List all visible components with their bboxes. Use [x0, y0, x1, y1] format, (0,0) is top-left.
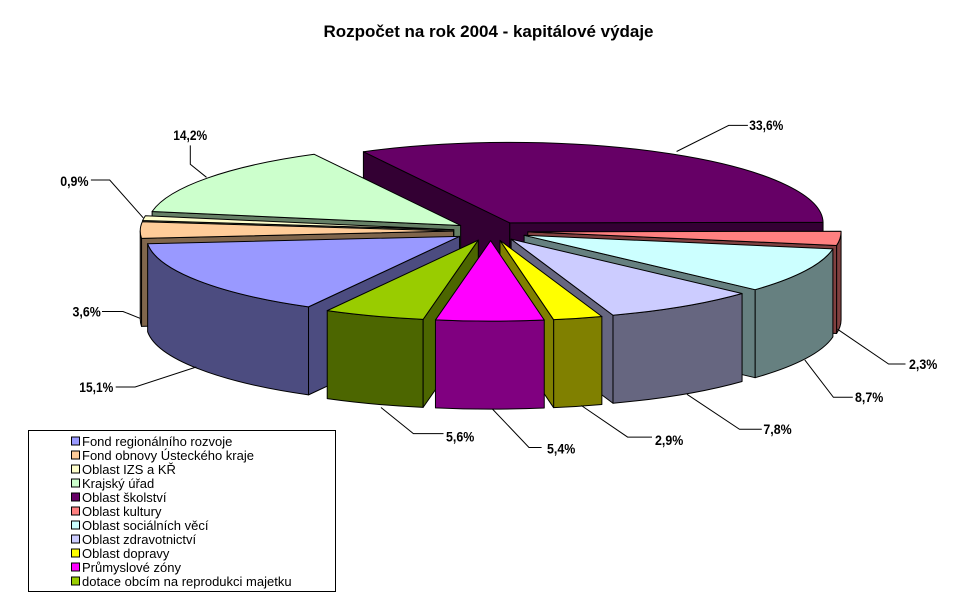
svg-text:Oblast dopravy: Oblast dopravy	[82, 546, 170, 561]
svg-text:2,3%: 2,3%	[909, 356, 938, 372]
svg-text:Fond regionálního rozvoje: Fond regionálního rozvoje	[82, 434, 232, 449]
svg-text:5,6%: 5,6%	[446, 429, 475, 445]
svg-text:dotace obcím na reprodukci maj: dotace obcím na reprodukci majetku	[82, 574, 292, 589]
svg-text:Krajský úřad: Krajský úřad	[82, 476, 154, 491]
svg-text:Fond obnovy Ústeckého kraje: Fond obnovy Ústeckého kraje	[82, 448, 254, 463]
svg-text:7,8%: 7,8%	[763, 421, 792, 437]
svg-text:14,2%: 14,2%	[173, 127, 207, 143]
svg-text:5,4%: 5,4%	[547, 441, 576, 457]
svg-text:15,1%: 15,1%	[79, 379, 113, 395]
svg-text:Oblast školství: Oblast školství	[82, 490, 167, 505]
svg-text:2,9%: 2,9%	[655, 432, 684, 448]
svg-text:Oblast sociálních věcí: Oblast sociálních věcí	[82, 518, 209, 533]
svg-text:Oblast zdravotnictví: Oblast zdravotnictví	[82, 532, 197, 547]
svg-text:Rozpočet na rok 2004 - kapitál: Rozpočet na rok 2004 - kapitálové výdaje	[324, 23, 654, 41]
svg-text:8,7%: 8,7%	[855, 389, 884, 405]
svg-text:33,6%: 33,6%	[749, 117, 783, 133]
svg-text:Oblast IZS a KŘ: Oblast IZS a KŘ	[82, 462, 176, 477]
svg-text:3,6%: 3,6%	[73, 304, 102, 320]
svg-text:Oblast kultury: Oblast kultury	[82, 504, 162, 519]
svg-text:Průmyslové zóny: Průmyslové zóny	[82, 560, 181, 575]
svg-text:0,9%: 0,9%	[60, 173, 89, 189]
